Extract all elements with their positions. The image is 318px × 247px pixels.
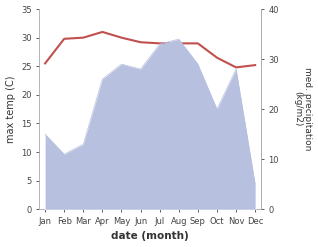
Y-axis label: med. precipitation
(kg/m2): med. precipitation (kg/m2): [293, 67, 313, 151]
X-axis label: date (month): date (month): [111, 231, 189, 242]
Y-axis label: max temp (C): max temp (C): [5, 75, 16, 143]
